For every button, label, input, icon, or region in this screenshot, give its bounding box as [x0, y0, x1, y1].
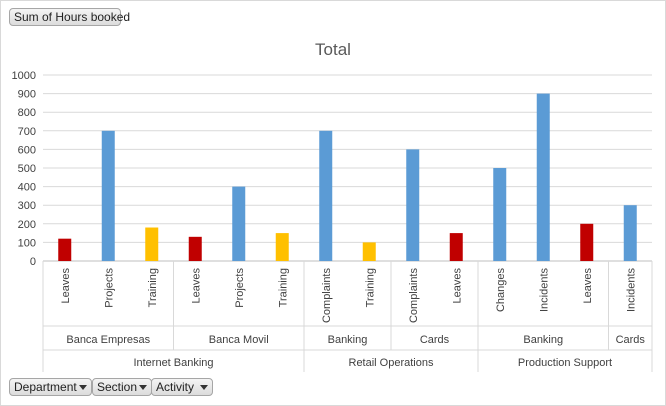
- field-button-section[interactable]: Section: [92, 378, 152, 396]
- chart-title: Total: [315, 40, 351, 59]
- y-tick-label: 600: [18, 144, 36, 156]
- y-tick-label: 700: [18, 126, 36, 138]
- dropdown-arrow-icon: [200, 385, 208, 390]
- bar-leaves: [580, 223, 594, 261]
- field-button-department[interactable]: Department: [9, 378, 92, 396]
- department-label: Retail Operations: [349, 357, 434, 369]
- value-field-button[interactable]: Sum of Hours booked: [9, 8, 130, 26]
- y-axis-ticks: 0 100 200 300 400 500 600 700 800 900 1000: [12, 70, 36, 268]
- field-button-activity[interactable]: Activity: [151, 378, 213, 396]
- field-button-label: Section: [97, 380, 138, 394]
- department-label: Production Support: [518, 357, 612, 369]
- dropdown-arrow-icon: [139, 385, 147, 390]
- dropdown-arrow-icon: [79, 385, 87, 390]
- section-label: Banca Empresas: [66, 334, 150, 346]
- bar-projects: [101, 130, 115, 261]
- y-tick-label: 0: [30, 256, 36, 268]
- section-label: Cards: [616, 334, 646, 346]
- section-label: Banca Movil: [209, 334, 269, 346]
- activity-label: Training: [147, 268, 159, 307]
- section-label: Banking: [523, 334, 563, 346]
- bar-complaints: [319, 130, 333, 261]
- bar-leaves: [58, 238, 72, 261]
- y-tick-label: 200: [18, 219, 36, 231]
- activity-label: Incidents: [538, 268, 550, 313]
- activity-label: Complaints: [321, 268, 333, 324]
- bars: [58, 93, 637, 261]
- activity-label: Complaints: [408, 268, 420, 324]
- activity-label: Training: [364, 268, 376, 307]
- x-axis-categories: Leaves Projects Training Leaves Projects Trai…: [42, 261, 653, 372]
- activity-label: Incidents: [625, 268, 637, 313]
- activity-label: Projects: [234, 268, 246, 308]
- activity-label: Training: [277, 268, 289, 307]
- activity-label: Projects: [103, 268, 115, 308]
- bar-incidents: [623, 205, 637, 261]
- activity-label: Leaves: [451, 268, 463, 304]
- bar-incidents: [536, 93, 550, 261]
- y-tick-label: 900: [18, 89, 36, 101]
- field-button-label: Activity: [156, 380, 195, 394]
- bar-projects: [232, 186, 246, 261]
- gridlines: [43, 74, 652, 262]
- section-label: Cards: [420, 334, 450, 346]
- bar-leaves: [188, 236, 202, 261]
- activity-label: Changes: [495, 268, 507, 313]
- bar-training: [275, 233, 289, 261]
- y-tick-label: 300: [18, 200, 36, 212]
- field-button-label: Department: [14, 380, 77, 394]
- bar-training: [362, 242, 376, 261]
- bar-changes: [493, 168, 507, 261]
- activity-label: Leaves: [190, 268, 202, 304]
- y-tick-label: 100: [18, 237, 36, 249]
- value-field-label: Sum of Hours booked: [14, 10, 131, 24]
- y-tick-label: 500: [18, 163, 36, 175]
- activity-label: Leaves: [60, 268, 72, 304]
- y-tick-label: 1000: [12, 70, 36, 82]
- activity-label: Leaves: [582, 268, 594, 304]
- section-label: Banking: [328, 334, 368, 346]
- bar-leaves: [449, 233, 463, 261]
- y-tick-label: 800: [18, 107, 36, 119]
- bar-complaints: [406, 149, 420, 261]
- bar-training: [145, 227, 159, 261]
- y-tick-label: 400: [18, 182, 36, 194]
- department-label: Internet Banking: [133, 357, 213, 369]
